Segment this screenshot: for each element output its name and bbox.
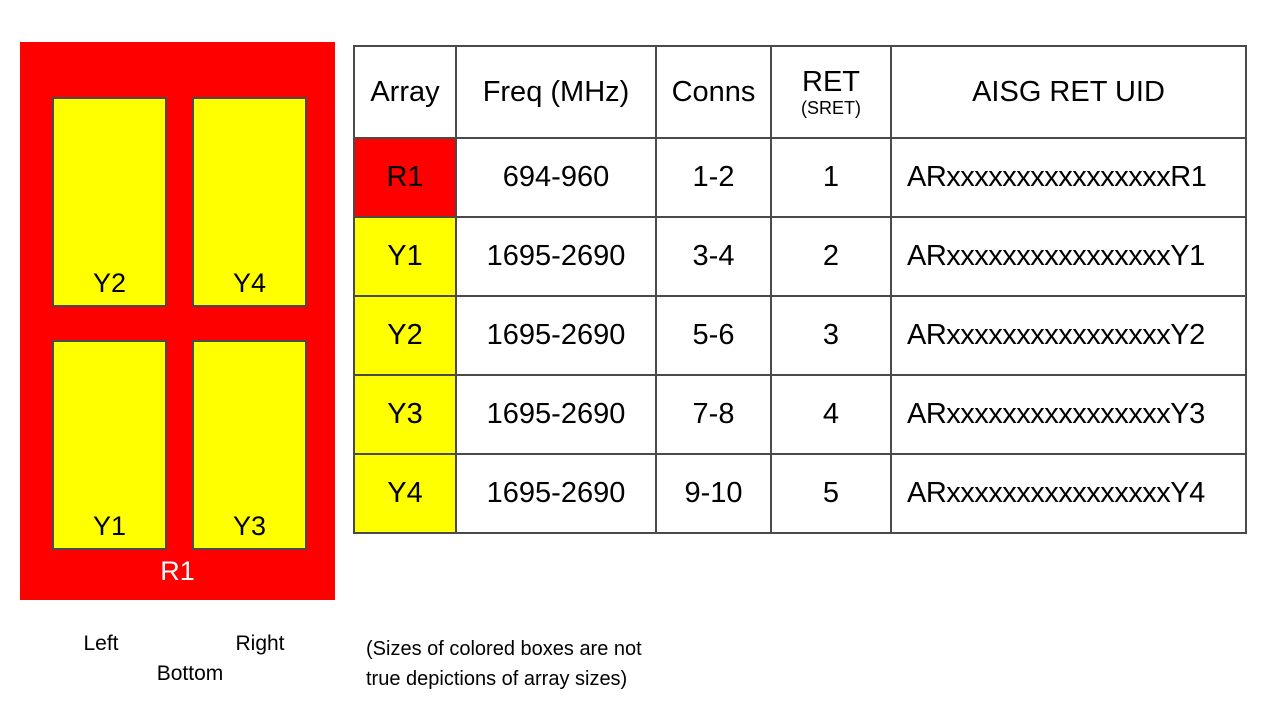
cell-array-r1: R1 (353, 137, 457, 218)
array-box-y4: Y4 (192, 97, 307, 307)
cell-ret-y4: 5 (770, 453, 892, 534)
header-freq: Freq (MHz) (455, 45, 657, 139)
cell-freq-y1: 1695-2690 (455, 216, 657, 297)
cell-freq-y4: 1695-2690 (455, 453, 657, 534)
cell-uid-y3: ARxxxxxxxxxxxxxxxxY3 (890, 374, 1247, 455)
cell-array-y1: Y1 (353, 216, 457, 297)
cell-conns-y4: 9-10 (655, 453, 772, 534)
table-row-y2: Y2 1695-2690 5-6 3 ARxxxxxxxxxxxxxxxxY2 (353, 295, 1247, 376)
header-ret: RET (SRET) (770, 45, 892, 139)
cell-array-y4: Y4 (353, 453, 457, 534)
header-uid: AISG RET UID (890, 45, 1247, 139)
table-row-y1: Y1 1695-2690 3-4 2 ARxxxxxxxxxxxxxxxxY1 (353, 216, 1247, 297)
cell-conns-y1: 3-4 (655, 216, 772, 297)
table-row-y3: Y3 1695-2690 7-8 4 ARxxxxxxxxxxxxxxxxY3 (353, 374, 1247, 455)
cell-uid-y1: ARxxxxxxxxxxxxxxxxY1 (890, 216, 1247, 297)
cell-uid-r1: ARxxxxxxxxxxxxxxxxR1 (890, 137, 1247, 218)
cell-uid-y2: ARxxxxxxxxxxxxxxxxY2 (890, 295, 1247, 376)
array-label-y1: Y1 (92, 511, 127, 541)
sizes-note-line2: true depictions of array sizes) (366, 668, 628, 690)
table-row-y4: Y4 1695-2690 9-10 5 ARxxxxxxxxxxxxxxxxY4 (353, 453, 1247, 534)
panel-label-r1: R1 (160, 556, 195, 586)
header-ret-sub: (SRET) (801, 98, 861, 118)
header-conns: Conns (655, 45, 772, 139)
cell-array-y3: Y3 (353, 374, 457, 455)
cell-ret-r1: 1 (770, 137, 892, 218)
antenna-panel-r1: Y2 Y4 Y1 Y3 R1 (20, 42, 335, 600)
ret-config-table: Array Freq (MHz) Conns RET (SRET) AISG R… (353, 45, 1247, 534)
cell-ret-y3: 4 (770, 374, 892, 455)
cell-freq-y2: 1695-2690 (455, 295, 657, 376)
array-box-y3: Y3 (192, 340, 307, 550)
sizes-note: (Sizes of colored boxes are not true dep… (366, 634, 642, 694)
cell-ret-y1: 2 (770, 216, 892, 297)
cell-conns-r1: 1-2 (655, 137, 772, 218)
header-array: Array (353, 45, 457, 139)
cell-ret-y2: 3 (770, 295, 892, 376)
table-row-r1: R1 694-960 1-2 1 ARxxxxxxxxxxxxxxxxR1 (353, 137, 1247, 218)
orientation-label-right: Right (235, 632, 285, 655)
array-label-y2: Y2 (92, 268, 127, 298)
orientation-label-bottom: Bottom (156, 662, 224, 685)
cell-uid-y4: ARxxxxxxxxxxxxxxxxY4 (890, 453, 1247, 534)
table-header-row: Array Freq (MHz) Conns RET (SRET) AISG R… (353, 45, 1247, 139)
orientation-label-left: Left (83, 632, 119, 655)
array-box-y2: Y2 (52, 97, 167, 307)
array-label-y4: Y4 (232, 268, 267, 298)
cell-freq-r1: 694-960 (455, 137, 657, 218)
cell-conns-y3: 7-8 (655, 374, 772, 455)
cell-freq-y3: 1695-2690 (455, 374, 657, 455)
sizes-note-line1: (Sizes of colored boxes are not (366, 638, 642, 660)
array-box-y1: Y1 (52, 340, 167, 550)
array-label-y3: Y3 (232, 511, 267, 541)
cell-conns-y2: 5-6 (655, 295, 772, 376)
header-ret-main: RET (802, 66, 860, 98)
cell-array-y2: Y2 (353, 295, 457, 376)
